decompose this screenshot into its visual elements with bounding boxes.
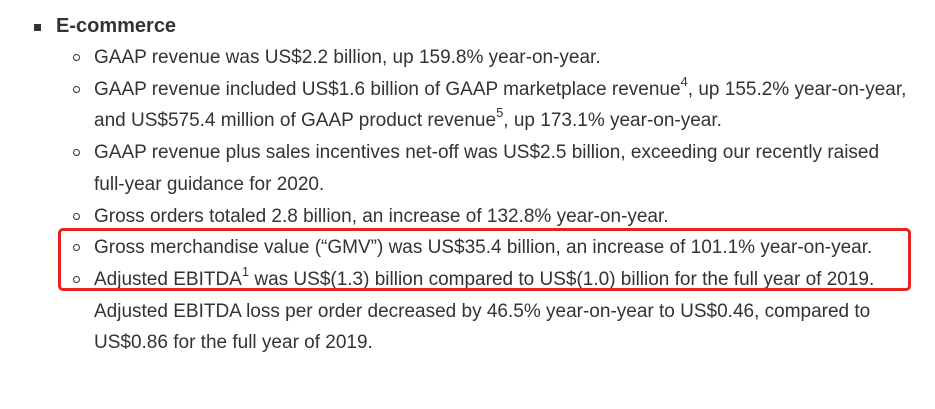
circle-bullet-icon	[73, 275, 80, 283]
list-item-text: Gross orders totaled 2.8 billion, an inc…	[94, 205, 669, 227]
list-item-text: was US$(1.3) billion compared to US$(1.0…	[94, 268, 875, 354]
section-heading: E-commerce	[34, 12, 176, 40]
list-item-gaap-revenue: GAAP revenue was US$2.2 billion, up 159.…	[73, 42, 911, 74]
list-item-gross-orders: Gross orders totaled 2.8 billion, an inc…	[73, 201, 911, 233]
list-item-text: , up 155.2% year-on-year, and US$575.4 m…	[94, 78, 907, 132]
list-item-text: GAAP revenue was US$2.2 billion, up 159.…	[94, 47, 601, 68]
circle-bullet-icon	[73, 54, 80, 61]
footnote-marker: 4	[680, 73, 688, 89]
list-item-gmv: Gross merchandise value (“GMV”) was US$3…	[73, 232, 911, 264]
ecommerce-bullet-list: GAAP revenue was US$2.2 billion, up 159.…	[73, 42, 923, 359]
square-bullet-icon	[34, 23, 41, 31]
circle-bullet-icon	[73, 212, 80, 220]
list-item-text: Adjusted EBITDA	[94, 268, 242, 290]
list-item-marketplace-revenue: GAAP revenue included US$1.6 billion of …	[73, 74, 911, 137]
list-item-text: Gross merchandise value (“GMV”) was US$3…	[94, 237, 873, 259]
list-item-text: GAAP revenue plus sales incentives net-o…	[94, 142, 880, 195]
footnote-marker: 1	[241, 263, 250, 279]
list-item-sales-incentives: GAAP revenue plus sales incentives net-o…	[73, 137, 911, 200]
circle-bullet-icon	[73, 85, 80, 93]
circle-bullet-icon	[73, 149, 80, 157]
section-title: E-commerce	[56, 14, 177, 37]
list-item-text: GAAP revenue included US$1.6 billion of …	[94, 78, 681, 100]
circle-bullet-icon	[73, 244, 80, 252]
list-item-text: , up 173.1% year-on-year.	[503, 110, 722, 132]
footnote-marker: 5	[496, 105, 504, 121]
list-item-adjusted-ebitda: Adjusted EBITDA1 was US$(1.3) billion co…	[73, 264, 911, 359]
